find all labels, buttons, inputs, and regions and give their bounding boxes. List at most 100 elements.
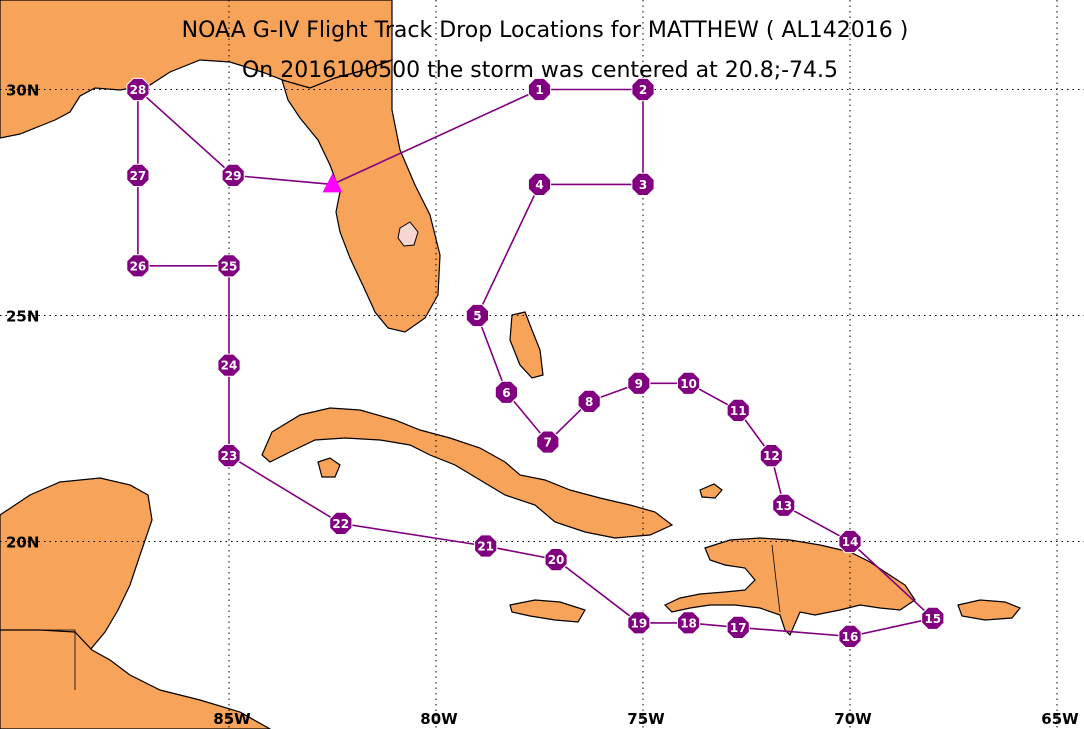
drop-octagon [577,389,601,413]
lon-tick-label: 85W [213,710,251,728]
drop-octagon [677,371,701,395]
drop-marker-11: 11 [726,398,750,422]
drop-label: 14 [842,535,859,549]
drop-octagon [726,615,750,639]
drop-octagon [759,444,783,468]
drop-marker-21: 21 [474,534,498,558]
land-isla-juventud [317,457,341,478]
political-borders [0,544,781,690]
drop-octagon [494,380,518,404]
lake-okeechobee [397,221,419,247]
drop-octagon [126,254,150,278]
drop-label: 9 [635,377,643,391]
drop-marker-29: 29 [221,163,245,187]
drop-marker-20: 20 [544,548,568,572]
drop-octagon [126,163,150,187]
drop-marker-26: 26 [126,254,150,278]
drop-marker-23: 23 [217,444,241,468]
drop-label: 23 [221,449,238,463]
drop-label: 11 [730,404,747,418]
drop-octagon [627,371,651,395]
drop-marker-8: 8 [577,389,601,413]
drop-label: 15 [924,612,941,626]
drop-octagon [474,534,498,558]
drop-label: 12 [763,449,780,463]
drop-marker-1: 1 [527,77,552,102]
map-title: NOAA G-IV Flight Track Drop Locations fo… [182,18,909,43]
drop-label: 4 [535,178,543,192]
lat-tick-label: 20N [6,534,39,552]
drop-octagon [536,430,560,454]
drop-marker-4: 4 [527,172,552,196]
drop-label: 1 [535,83,543,97]
drop-label: 7 [544,436,552,450]
lon-tick-label: 70W [834,710,872,728]
land-hispaniola [663,537,916,637]
drop-label: 19 [631,616,648,630]
axis-tick-labels: 85W 80W 75W 70W 65W 30N 25N 20N [6,82,1079,729]
land-great-inagua [699,483,723,499]
drop-marker-18: 18 [677,611,701,635]
drop-marker-12: 12 [759,444,783,468]
land-masses [0,0,1021,729]
drop-label: 29 [225,169,242,183]
land-cuba [261,407,674,539]
drop-octagon [217,353,241,377]
drop-label: 28 [130,83,147,97]
land-puerto-rico [957,599,1021,621]
drop-octagon [217,444,241,468]
drop-octagon [726,398,750,422]
drop-marker-9: 9 [627,371,651,395]
drop-label: 13 [775,499,792,513]
drop-marker-6: 6 [494,380,518,404]
drop-label: 17 [730,621,747,635]
drop-marker-19: 19 [627,611,651,635]
drop-marker-24: 24 [217,353,241,377]
lon-tick-label: 75W [627,710,665,728]
drop-label: 20 [548,553,565,567]
drop-octagon [465,303,489,328]
drop-marker-3: 3 [631,172,655,196]
drop-octagon [772,493,796,517]
map-subtitle: On 2016100500 the storm was centered at … [242,58,838,83]
drop-octagon [221,163,245,187]
drop-marker-25: 25 [217,254,241,278]
drop-marker-13: 13 [772,493,796,517]
drop-marker-16: 16 [838,624,862,648]
drop-label: 18 [680,616,697,630]
drop-label: 25 [221,259,238,273]
drop-marker-10: 10 [677,371,701,395]
drop-octagon [627,611,651,635]
drop-marker-17: 17 [726,615,750,639]
drop-octagon [838,529,862,554]
lon-tick-label: 80W [420,710,458,728]
drop-marker-15: 15 [921,606,945,630]
land-central-america [0,629,272,729]
drop-octagon [921,606,945,630]
drop-octagon [838,624,862,648]
drop-label: 26 [130,259,147,273]
lat-tick-label: 30N [6,82,39,100]
drop-label: 10 [680,377,697,391]
drop-marker-7: 7 [536,430,560,454]
drop-octagon [677,611,701,635]
drop-octagon [329,511,353,535]
drop-marker-22: 22 [329,511,353,535]
storm-center [322,173,343,193]
drop-marker-14: 14 [838,529,862,554]
drop-marker-2: 2 [631,77,655,102]
drop-octagon [544,548,568,572]
drop-octagon [527,77,552,102]
drop-octagon [126,77,150,102]
drop-marker-28: 28 [126,77,150,102]
border-line [0,629,76,690]
drop-label: 6 [502,386,510,400]
land-andros [509,311,544,379]
drop-label: 2 [639,83,647,97]
drop-label: 3 [639,178,647,192]
drop-octagon [631,77,655,102]
drop-marker-5: 5 [465,303,489,328]
drop-label: 8 [585,395,593,409]
